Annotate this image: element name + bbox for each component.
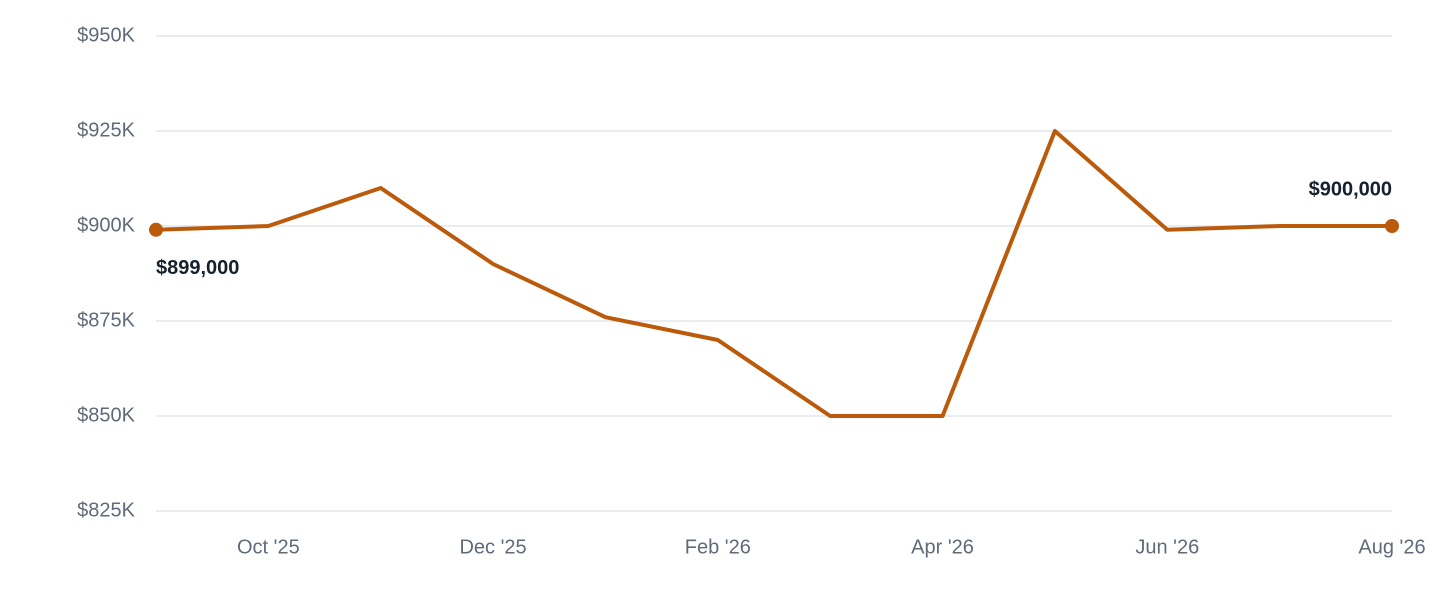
- value-label: $900,000: [1309, 178, 1392, 200]
- x-tick-label: Aug '26: [1358, 536, 1425, 558]
- y-tick-label: $875K: [77, 309, 135, 331]
- line: [155, 129, 1392, 418]
- x-tick-label: Apr '26: [911, 536, 974, 558]
- y-tick-label: $950K: [77, 24, 135, 46]
- x-tick-label: Feb '26: [685, 536, 751, 558]
- y-tick-label: $925K: [77, 119, 135, 141]
- x-tick-label: Jun '26: [1135, 536, 1199, 558]
- x-tick-label: Dec '25: [459, 536, 526, 558]
- x-tick-label: Oct '25: [237, 536, 300, 558]
- y-tick-label: $825K: [77, 499, 135, 521]
- value-label: $899,000: [156, 257, 239, 279]
- point: [1385, 219, 1399, 233]
- point: [149, 222, 163, 237]
- y-tick-label: $850K: [77, 404, 135, 426]
- y-tick-label: $900K: [77, 214, 135, 236]
